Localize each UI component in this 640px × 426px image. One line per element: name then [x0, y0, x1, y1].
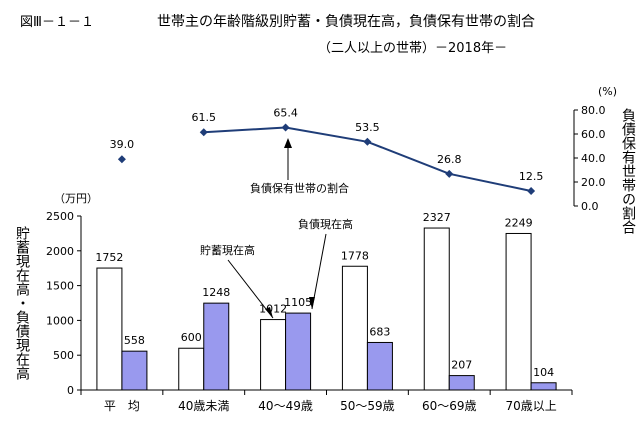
- savings-annotation-label: 貯蓄現在高: [200, 243, 255, 257]
- debt-value-label: 683: [369, 325, 390, 338]
- left-axis-tick-label: 500: [53, 349, 74, 362]
- debt-annotation-arrowhead: [309, 297, 315, 309]
- chart-subtitle: （二人以上の世帯）－2018年－: [318, 41, 507, 56]
- savings-value-label: 600: [181, 331, 202, 344]
- debt-bar: [203, 302, 230, 391]
- right-axis-tick-label: 60.0: [581, 128, 606, 141]
- ratio-point: [281, 123, 290, 132]
- debt-bar: [366, 341, 393, 391]
- left-axis-tick-label: 2000: [46, 245, 74, 258]
- category-label: 平 均: [104, 399, 140, 413]
- savings-annotation-arrowhead: [265, 307, 273, 318]
- savings-bar: [96, 267, 123, 391]
- savings-bar: [260, 319, 287, 391]
- savings-value-label: 1012: [259, 303, 287, 316]
- savings-annotation-arrow: [227, 259, 274, 319]
- category-label: 70歳以上: [505, 399, 556, 413]
- savings-bar: [423, 227, 450, 391]
- ratio-value-label: 39.0: [110, 138, 135, 151]
- right-axis-tick-label: 20.0: [581, 176, 606, 189]
- ratio-point: [363, 137, 372, 146]
- debt-value-label: 1105: [284, 296, 312, 309]
- ratio-point: [445, 169, 454, 178]
- category-label: 40～49歳: [258, 399, 313, 413]
- ratio-annotation-arrowhead: [284, 138, 292, 148]
- left-axis-unit: （万円）: [54, 192, 98, 205]
- right-axis-unit: (%): [598, 85, 617, 98]
- ratio-point: [199, 128, 208, 137]
- debt-bar: [285, 312, 312, 391]
- figure-label: 図Ⅲ－１－１: [20, 15, 94, 30]
- ratio-value-label: 12.5: [519, 170, 544, 183]
- ratio-value-label: 61.5: [192, 111, 217, 124]
- ratio-annotation-label: 負債保有世帯の割合: [250, 181, 349, 195]
- chart-title: 世帯主の年齢階級別貯蓄・負債現在高，負債保有世帯の割合: [157, 13, 535, 30]
- ratio-value-label: 53.5: [355, 121, 380, 134]
- debt-bar: [448, 375, 475, 391]
- savings-bar: [505, 232, 532, 391]
- savings-value-label: 2249: [505, 216, 533, 229]
- savings-value-label: 1778: [341, 249, 369, 262]
- debt-value-label: 104: [533, 366, 554, 379]
- left-axis-tick-label: 0: [67, 384, 74, 397]
- category-label: 60～69歳: [422, 399, 477, 413]
- left-axis-tick-label: 1500: [46, 280, 74, 293]
- right-axis-tick-label: 0.0: [581, 200, 599, 213]
- ratio-point: [117, 155, 126, 164]
- debt-value-label: 558: [124, 334, 145, 347]
- ratio-value-label: 26.8: [437, 153, 462, 166]
- savings-value-label: 1752: [95, 251, 123, 264]
- ratio-value-label: 65.4: [273, 107, 298, 120]
- left-axis-tick-label: 1000: [46, 314, 74, 327]
- debt-value-label: 1248: [202, 286, 230, 299]
- ratio-point: [527, 187, 536, 195]
- debt-bar: [121, 350, 148, 391]
- debt-value-label: 207: [451, 359, 472, 372]
- left-axis-title: 貯蓄現在高・負債現在高: [14, 226, 30, 380]
- debt-annotation-label: 負債現在高: [298, 217, 353, 231]
- category-label: 40歳未満: [178, 399, 229, 413]
- category-label: 50～59歳: [340, 399, 395, 413]
- savings-bar: [341, 265, 368, 391]
- right-axis-tick-label: 40.0: [581, 152, 606, 165]
- debt-annotation-arrow: [311, 233, 327, 310]
- left-axis-tick-label: 2500: [46, 210, 74, 223]
- debt-bar: [530, 382, 557, 391]
- savings-bar: [178, 347, 205, 391]
- savings-value-label: 2327: [423, 211, 451, 224]
- right-axis-tick-label: 80.0: [581, 104, 606, 117]
- right-axis-title: 負債保有世帯の割合: [620, 108, 636, 234]
